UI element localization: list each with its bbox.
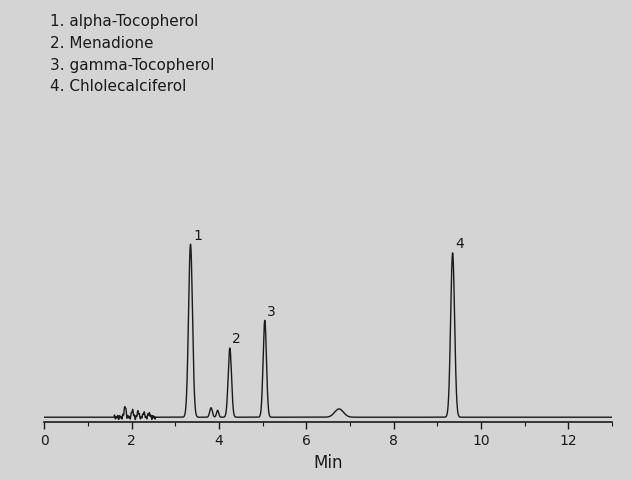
Text: 1: 1 <box>193 228 202 242</box>
Text: 3: 3 <box>268 305 276 319</box>
Text: 4: 4 <box>455 237 464 251</box>
Text: 2: 2 <box>232 332 241 346</box>
Text: 1. alpha-Tocopherol
2. Menadione
3. gamma-Tocopherol
4. Chlolecalciferol: 1. alpha-Tocopherol 2. Menadione 3. gamm… <box>50 14 215 94</box>
X-axis label: Min: Min <box>314 454 343 472</box>
